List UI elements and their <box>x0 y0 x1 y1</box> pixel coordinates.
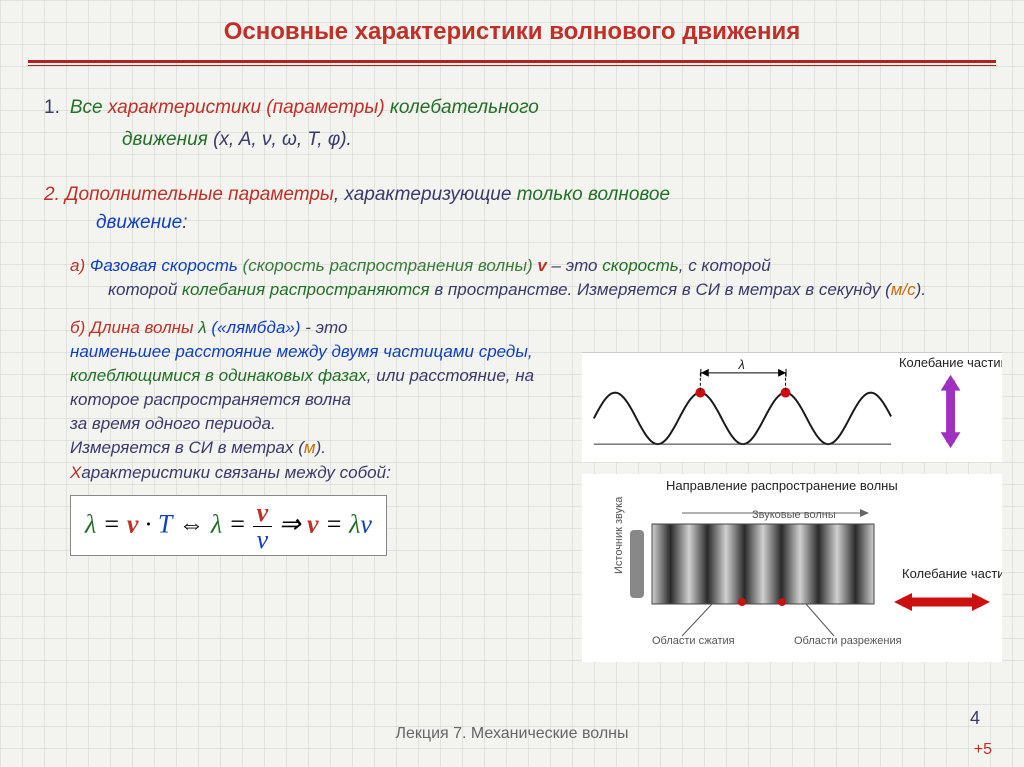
vert-arrow-icon <box>941 375 961 448</box>
t: ⇒ <box>272 509 307 538</box>
horiz-arrow-icon <box>894 593 990 611</box>
t: ⇔ <box>172 509 211 538</box>
point-1-sub: движения (x, A, ν, ω, T, φ). <box>122 126 980 154</box>
t: («лямбда») <box>207 318 301 337</box>
t: (скорость распространения волны) <box>238 256 538 275</box>
t: характеристики (параметры) <box>108 97 385 118</box>
part-label: Колебание частиц <box>902 566 1002 581</box>
f-nu2: ν <box>360 509 372 538</box>
section-a-cont: , с которой которой колебания распростра… <box>108 278 980 302</box>
point-2: 2. Дополнительные параметры, характеризу… <box>44 181 980 236</box>
particles-label: Колебание частиц <box>899 355 1002 370</box>
comp-label: Области сжатия <box>652 635 735 647</box>
t: , с которой <box>679 256 771 275</box>
t: : <box>182 212 187 233</box>
t: м/с <box>891 280 916 299</box>
divider <box>28 60 996 66</box>
t: движение <box>96 212 182 233</box>
formula: λ = v · T ⇔ λ = vν ⇒ v = λν <box>70 495 387 556</box>
f-lam2: λ <box>211 509 222 538</box>
t: только волновое <box>517 184 670 205</box>
page-title: Основные характеристики волнового движен… <box>0 0 1024 46</box>
t: λ <box>198 318 206 337</box>
lbl-b: б) <box>70 318 90 337</box>
t: м <box>304 438 316 457</box>
t: движения <box>122 129 213 150</box>
t: скорость <box>602 256 679 275</box>
t: Все <box>70 97 108 118</box>
t: - это <box>301 318 348 337</box>
figure-wave: λ Колебание частиц <box>582 352 1002 462</box>
t: · <box>138 509 158 538</box>
footer: Лекция 7. Механические волны <box>0 725 1024 743</box>
num-2: 2. <box>44 184 65 205</box>
section-b: б) Длина волны λ («лямбда») - это наимен… <box>70 316 550 413</box>
f-v3: v <box>307 509 319 538</box>
dir-label: Направление распространение волны <box>666 478 898 493</box>
section-a: а) Фазовая скорость (скорость распростра… <box>70 254 980 278</box>
point-1: 1. Все характеристики (параметры) колебат… <box>44 94 980 122</box>
page-number: 4 <box>970 708 980 729</box>
figure-sound: Направление распространение волны Звуков… <box>582 474 1002 662</box>
lbl-a: а) <box>70 256 90 275</box>
sound-label: Звуковые волны <box>752 509 836 521</box>
lambda-label: λ <box>737 357 744 372</box>
f-v2: v <box>253 500 273 527</box>
f-lam3: λ <box>349 509 360 538</box>
t: = <box>96 509 127 538</box>
t: колебания распространяются <box>182 280 430 299</box>
t: Длина волны <box>90 318 198 337</box>
t: Дополнительные параметры <box>65 184 334 205</box>
num-1: 1. <box>44 97 60 118</box>
rare-label: Области разрежения <box>794 635 902 647</box>
t: колебательного <box>385 97 539 118</box>
t: арактеристики связаны между собой: <box>81 463 390 482</box>
slide: { "title": "Основные характеристики волн… <box>0 0 1024 767</box>
f-T: T <box>158 509 172 538</box>
t: ). <box>916 280 926 299</box>
t: , характеризующие <box>334 184 517 205</box>
dot-icon <box>738 598 746 606</box>
plus-five: +5 <box>974 741 992 759</box>
f-v: v <box>127 509 139 538</box>
frac: vν <box>253 500 273 553</box>
t: = <box>222 509 253 538</box>
t: = <box>319 509 350 538</box>
t: Измеряется в СИ в метрах ( <box>70 438 304 457</box>
t: в пространстве. Измеряется в СИ в метрах… <box>430 280 891 299</box>
t: (x, A, ν, ω, T, φ). <box>213 129 352 150</box>
t: Фазовая скорость <box>90 256 238 275</box>
src-label: Источник звука <box>613 496 625 574</box>
t: – это <box>547 256 602 275</box>
dot-icon <box>778 598 786 606</box>
f-lam: λ <box>85 509 96 538</box>
t: колеблющимися в одинаковых фазах <box>70 366 367 385</box>
t: наименьшее расстояние между двумя частиц… <box>70 342 533 361</box>
t: Х <box>70 463 81 482</box>
t: ). <box>316 438 326 457</box>
f-nu: ν <box>253 527 273 553</box>
t: v <box>537 256 546 275</box>
